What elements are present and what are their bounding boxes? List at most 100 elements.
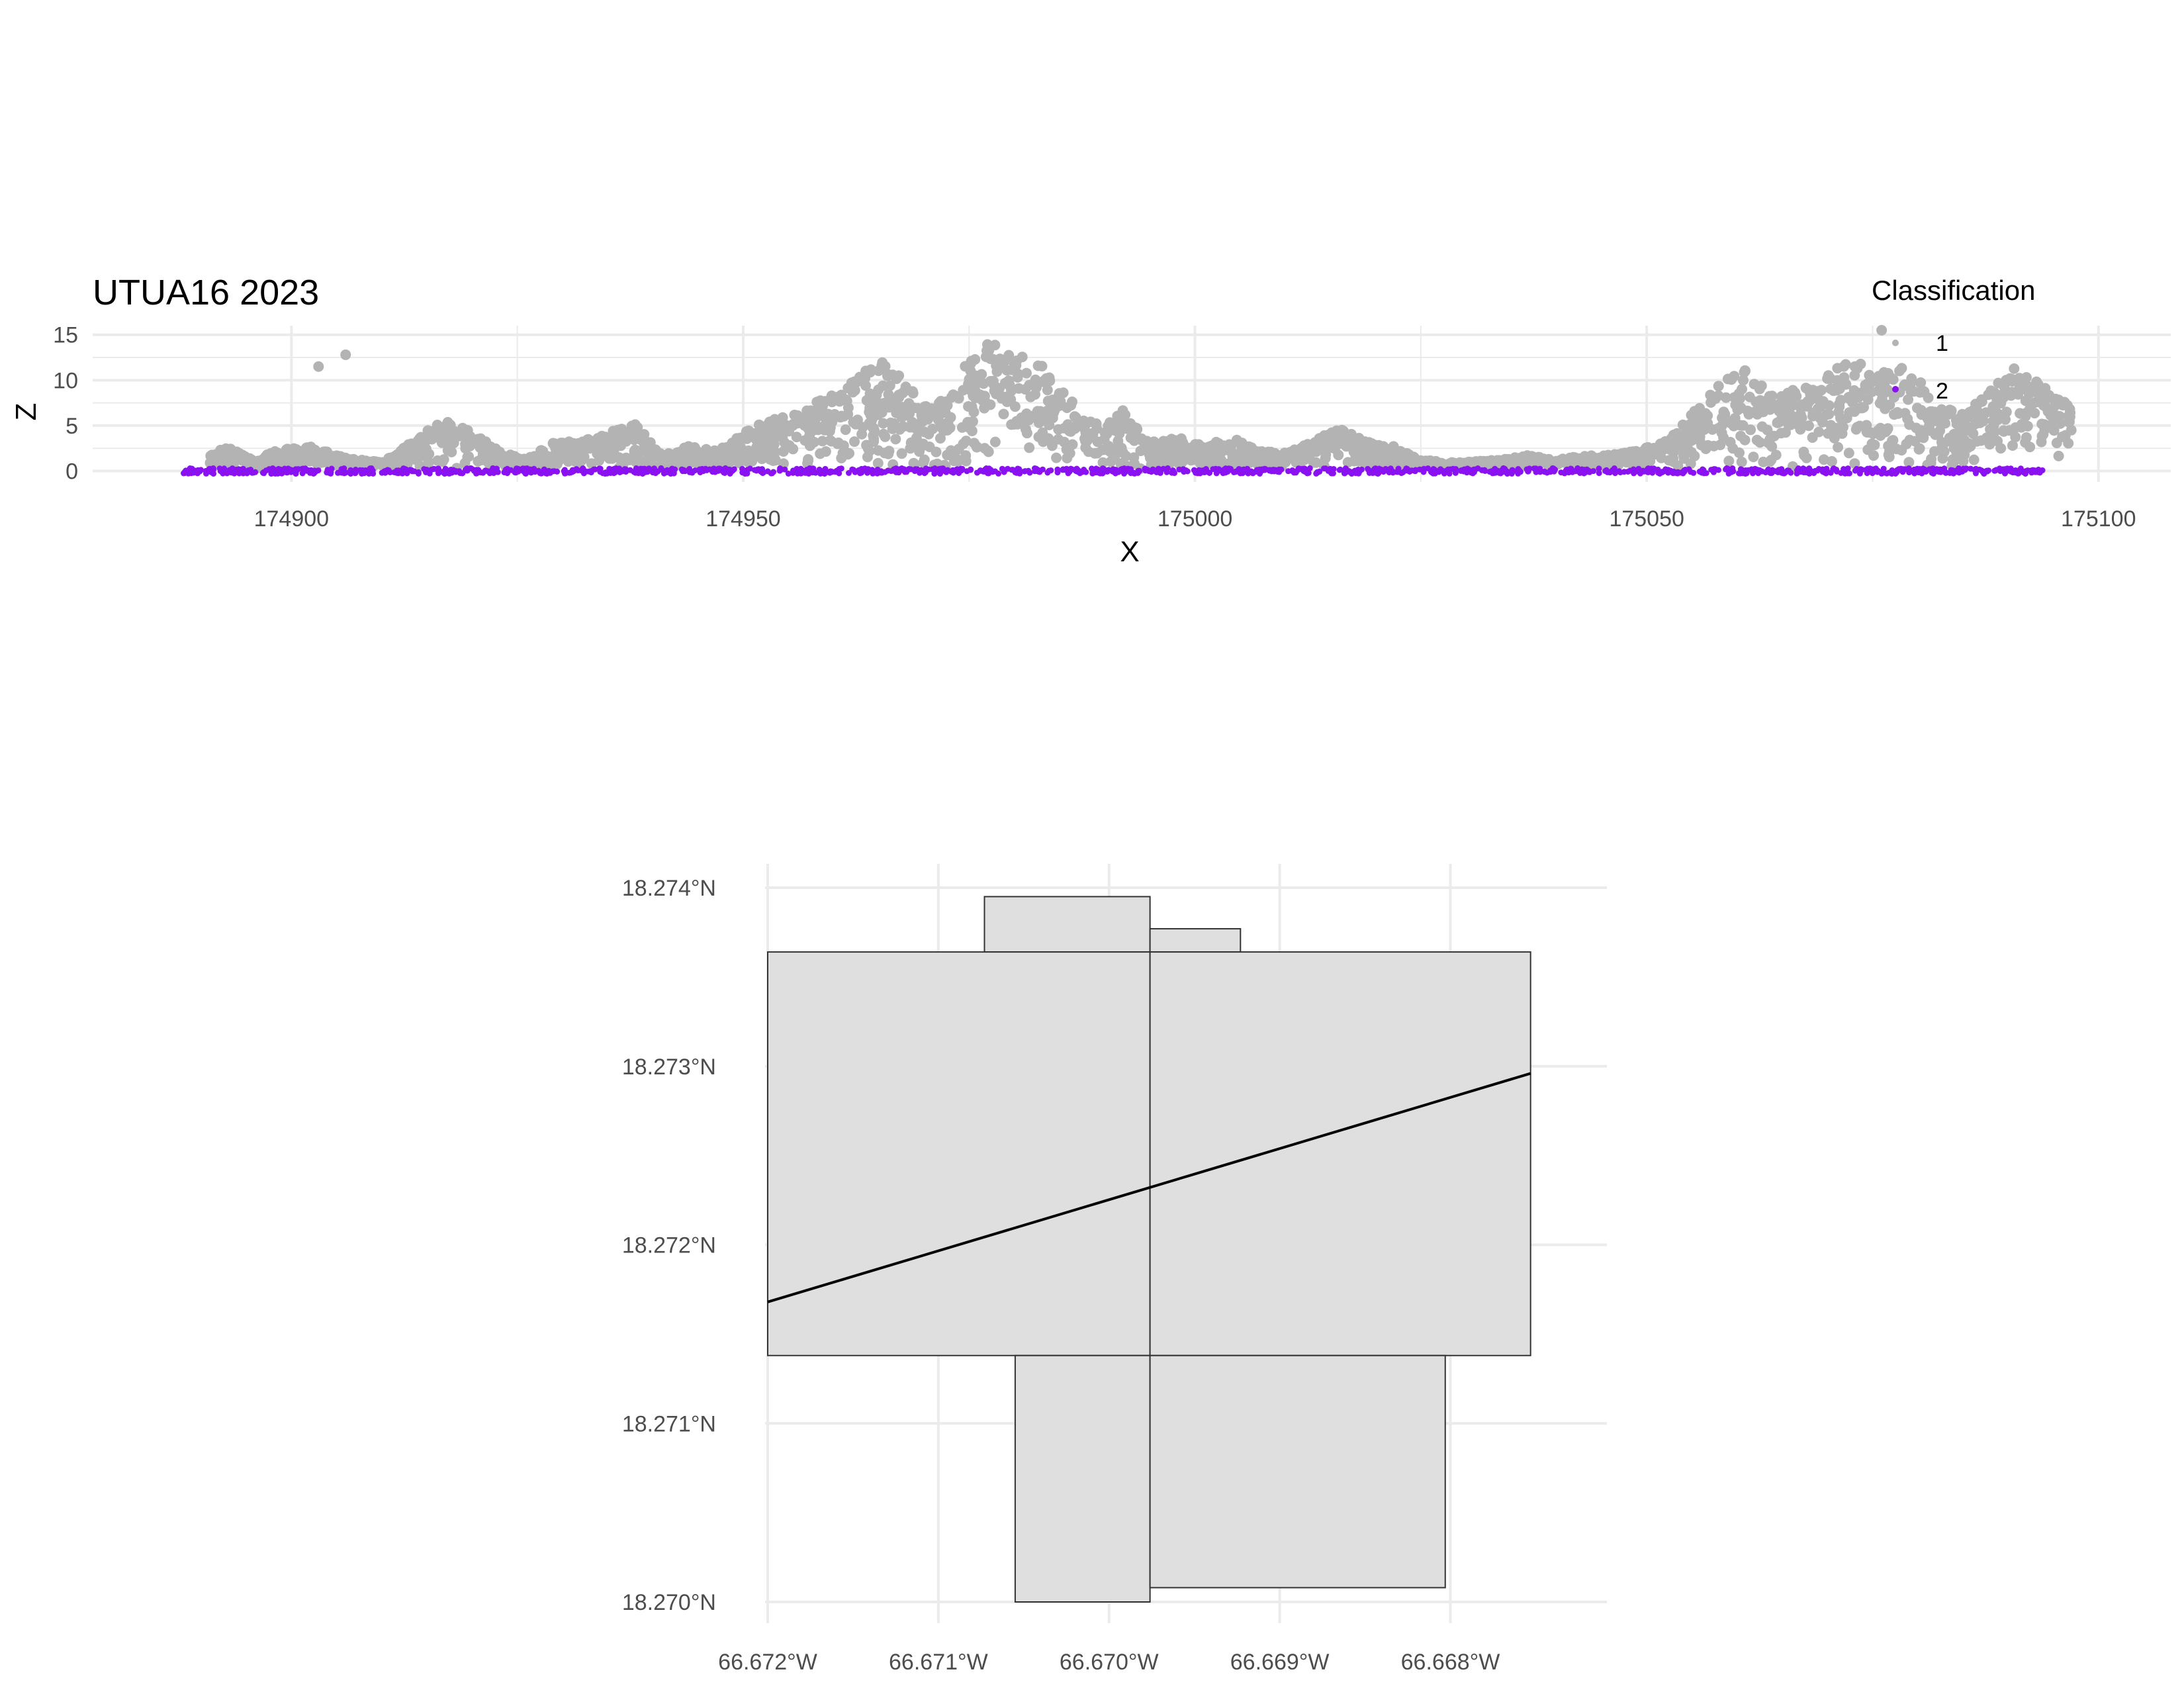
series-1-point	[1738, 375, 1749, 386]
series-2-point	[1083, 469, 1089, 475]
series-2-point	[1060, 466, 1066, 473]
series-1-point	[1944, 432, 1955, 444]
series-2-point	[850, 467, 857, 473]
series-2-point	[1212, 465, 1219, 472]
series-1-point	[1253, 446, 1265, 457]
series-1-point	[1128, 452, 1140, 463]
series-1-point	[1005, 394, 1017, 405]
series-2-point	[2009, 469, 2016, 476]
series-2-point	[663, 469, 670, 475]
series-1-point	[1929, 406, 1940, 418]
series-2-point	[1394, 469, 1400, 475]
series-1-point	[1000, 377, 1011, 389]
series-1-point	[842, 402, 854, 413]
series-2-point	[2021, 469, 2026, 476]
series-2-point	[1954, 467, 1960, 474]
series-2-point	[1342, 465, 1349, 472]
series-2-point	[1109, 468, 1116, 475]
series-1-point	[1832, 363, 1843, 374]
series-1-point	[629, 445, 640, 457]
series-1-point	[1857, 402, 1868, 414]
series-1-point	[1042, 395, 1054, 406]
series-2-point	[206, 468, 213, 475]
series-1-point	[340, 349, 351, 360]
series-2-point	[1635, 465, 1642, 472]
series-2-point	[1794, 467, 1800, 474]
series-2-point	[1136, 467, 1143, 474]
series-1-point	[896, 412, 907, 423]
series-1-point	[208, 455, 220, 466]
series-2-point	[341, 465, 347, 472]
map-x-tick-labels: 66.672°W 66.671°W 66.670°W 66.669°W 66.668°W	[718, 1650, 1500, 1675]
series-1-point	[1684, 419, 1696, 430]
series-2-point	[1867, 465, 1873, 472]
series-1-point	[1539, 455, 1550, 467]
series-2-point	[1383, 465, 1389, 472]
series-1-point	[448, 438, 459, 449]
series-2-point	[1378, 466, 1385, 473]
series-1-point	[1051, 452, 1062, 463]
series-1-point	[873, 445, 884, 456]
series-2-point	[821, 471, 828, 477]
series-1-point	[814, 397, 825, 408]
series-2-point	[905, 466, 912, 472]
series-1-point	[1051, 393, 1062, 404]
series-1-point	[1734, 447, 1745, 458]
series-1-point	[1766, 455, 1777, 465]
series-2-point	[1075, 467, 1081, 473]
series-1-point	[857, 422, 868, 433]
series-1-point	[1966, 424, 1977, 436]
series-1-point	[1408, 455, 1420, 465]
series-2-point	[1116, 468, 1122, 475]
series-2-point	[1122, 467, 1129, 474]
series-2-point	[1262, 465, 1269, 472]
series-1-point	[547, 438, 559, 449]
series-1-point	[777, 412, 788, 423]
series-1-point	[1869, 440, 1880, 451]
series-2-point	[760, 470, 766, 477]
series-1-point	[1723, 455, 1735, 467]
series-2-point	[833, 467, 840, 474]
series-2-point	[2015, 470, 2021, 477]
series-1-point	[581, 440, 592, 451]
series-1-point	[1788, 385, 1798, 396]
series-2-point	[1911, 466, 1917, 473]
series-2-point	[468, 465, 475, 472]
series-1-point	[878, 418, 889, 429]
series-2-point	[747, 465, 753, 472]
series-2-point	[1180, 466, 1187, 473]
series-1-point	[1349, 455, 1360, 467]
series-2-point	[925, 466, 932, 473]
series-1-point	[829, 408, 841, 420]
series-1-point	[1841, 379, 1852, 390]
series-1-point	[1185, 455, 1197, 466]
series-1-point	[1640, 452, 1651, 463]
series-2-point	[236, 470, 242, 477]
series-1-point	[768, 455, 779, 466]
series-1-point	[960, 361, 971, 372]
series-1-point	[1719, 408, 1731, 420]
series-1-point	[2029, 408, 2040, 419]
series-1-point	[1205, 441, 1216, 452]
series-1-point	[1706, 397, 1717, 408]
center-left-tile	[767, 951, 1151, 1356]
series-1-point	[274, 456, 285, 467]
series-1-point	[1744, 391, 1755, 402]
series-1-point	[849, 436, 860, 447]
series-2-point	[578, 467, 584, 474]
series-2-point	[1999, 467, 2005, 473]
series-2-point	[596, 465, 602, 472]
series-1-point	[2015, 382, 2026, 393]
cross-section-panel: UTUA16 2023 174900 174950 175000 175050 1751…	[10, 273, 2171, 568]
series-1-point	[1069, 423, 1081, 434]
series-1-point	[1069, 411, 1080, 422]
series-2-point	[827, 468, 834, 475]
series-2-point	[936, 471, 943, 477]
series-2-point	[402, 466, 409, 473]
series-1-point	[1718, 432, 1729, 444]
series-1-point	[896, 448, 907, 459]
y-axis-title: Z	[10, 403, 42, 421]
series-2-point	[1171, 470, 1177, 477]
series-1-point	[621, 452, 632, 463]
cross-section-title: UTUA16 2023	[93, 273, 319, 312]
